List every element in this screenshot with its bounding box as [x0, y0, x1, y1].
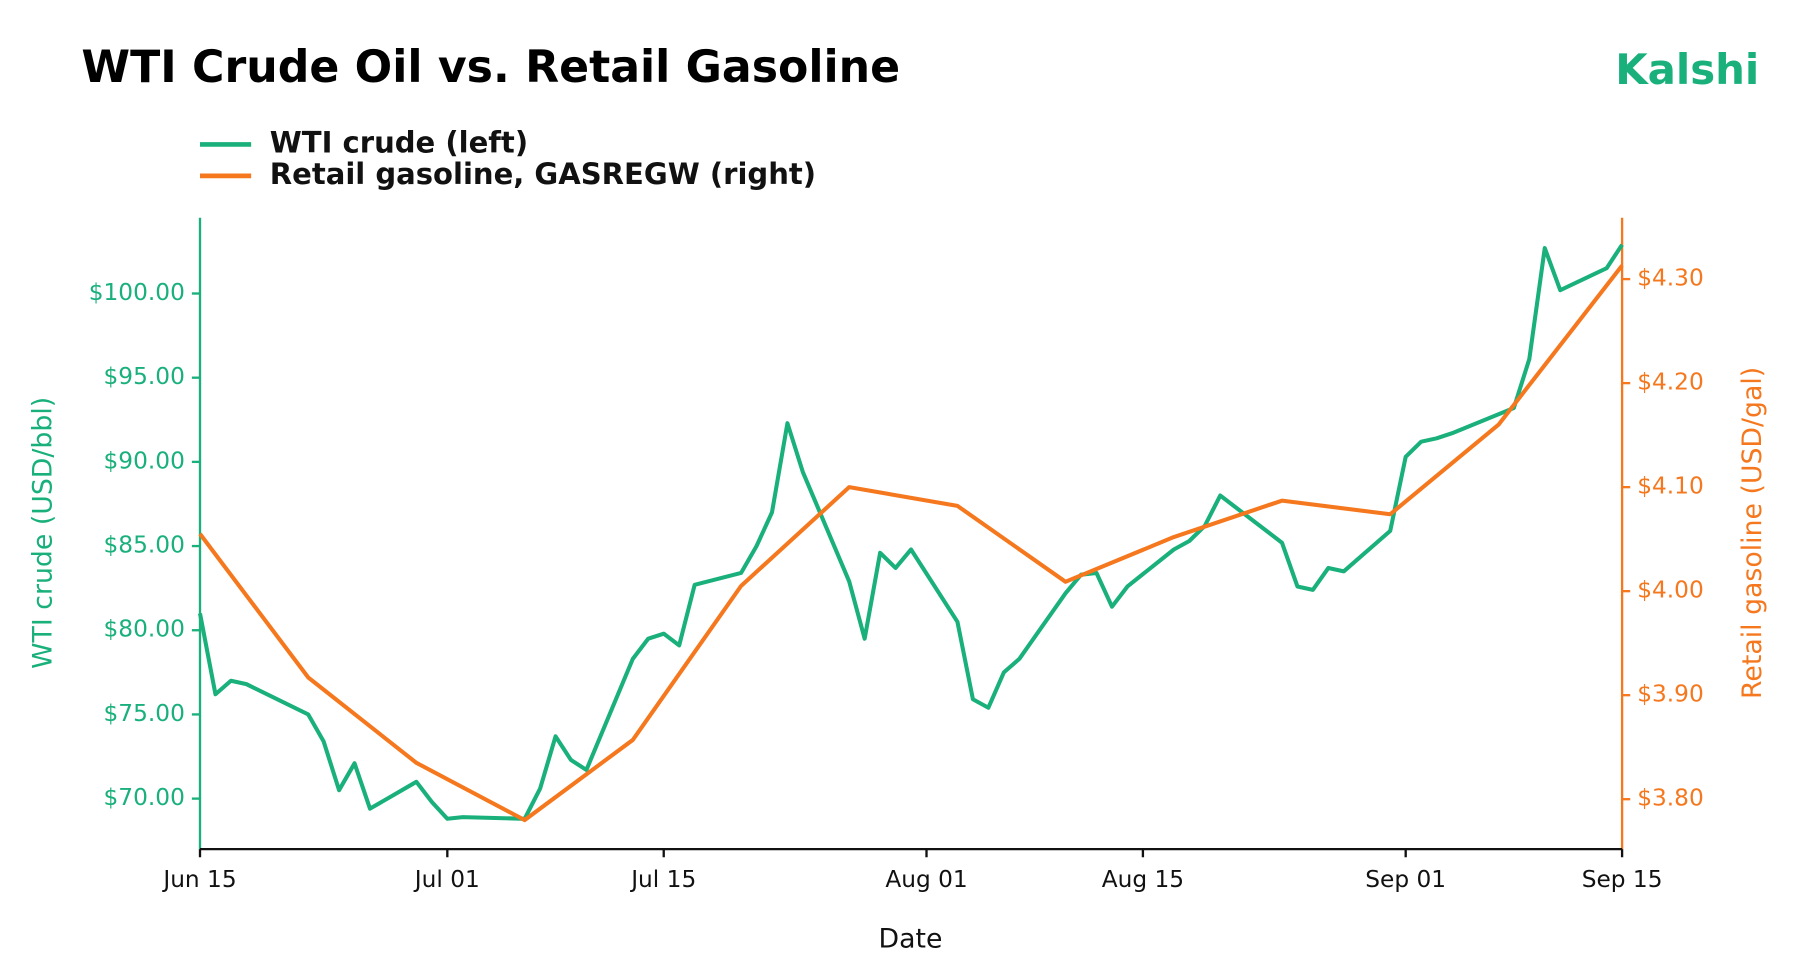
x-tick-label: Sep 01 [1365, 866, 1446, 893]
x-tick-label: Aug 01 [885, 866, 967, 893]
x-tick-label: Jul 01 [413, 866, 480, 893]
series-line [198, 264, 1624, 823]
y2-tick-label: $4.30 [1637, 265, 1704, 292]
y2-tick-label: $3.80 [1637, 785, 1704, 812]
y-tick-label: $100.00 [89, 279, 185, 306]
x-axis-label: Date [879, 923, 943, 954]
y2-tick-label: $4.00 [1637, 577, 1704, 604]
y2-axis-label: Retail gasoline (USD/gal) [1737, 367, 1768, 699]
legend-label: Retail gasoline, GASREGW (right) [270, 157, 816, 191]
y2-tick-label: $4.20 [1637, 369, 1704, 396]
brand-logo: Kalshi [1615, 45, 1759, 94]
y-tick-label: $75.00 [104, 700, 185, 727]
y2-tick-label: $4.10 [1637, 473, 1704, 500]
x-tick-label: Aug 15 [1102, 866, 1184, 893]
series-line [198, 243, 1624, 821]
y-tick-label: $70.00 [104, 784, 185, 811]
y2-tick-label: $3.90 [1637, 681, 1704, 708]
chart-title: WTI Crude Oil vs. Retail Gasoline [81, 42, 900, 93]
y-tick-label: $95.00 [104, 363, 185, 390]
y-tick-label: $80.00 [104, 616, 185, 643]
y-tick-label: $90.00 [104, 447, 185, 474]
x-tick-label: Jul 15 [629, 866, 696, 893]
legend-label: WTI crude (left) [270, 125, 528, 159]
y-axis-label: WTI crude (USD/bbl) [28, 397, 59, 669]
x-tick-label: Jun 15 [161, 866, 236, 893]
x-tick-label: Sep 15 [1582, 866, 1663, 893]
y-tick-label: $85.00 [104, 532, 185, 559]
